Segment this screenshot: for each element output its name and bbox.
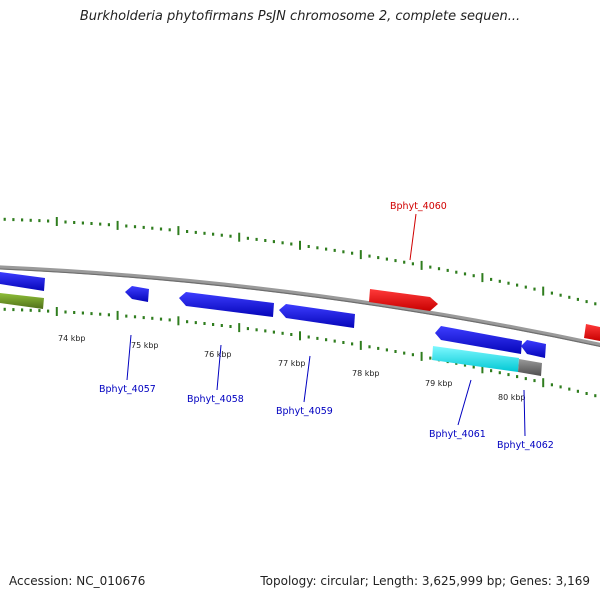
label-leaders <box>126 213 526 437</box>
scale-label: 80 kbp <box>498 393 526 402</box>
gene-arrow-bphyt-4059[interactable] <box>279 304 355 328</box>
gene-arrow-left-edge-top[interactable] <box>0 272 45 291</box>
scale-label: 77 kbp <box>278 359 306 368</box>
gene-label-bphyt-4060[interactable]: Bphyt_4060 <box>390 201 447 212</box>
scale-label: 78 kbp <box>352 369 380 378</box>
gene-label-bphyt-4058[interactable]: Bphyt_4058 <box>187 394 244 405</box>
accession-label: Accession: NC_010676 <box>9 574 146 588</box>
gene-labels: Bphyt_4057 Bphyt_4058 Bphyt_4059 Bphyt_4… <box>99 201 554 451</box>
gene-arrow-bphyt-4062[interactable] <box>521 340 546 358</box>
scale-label: 75 kbp <box>131 341 159 350</box>
genome-summary: Topology: circular; Length: 3,625,999 bp… <box>260 574 590 588</box>
chromosome-backbone <box>0 265 600 347</box>
gene-label-bphyt-4062[interactable]: Bphyt_4062 <box>497 440 554 451</box>
gene-track <box>0 272 600 376</box>
scale-labels: 74 kbp 75 kbp 76 kbp 77 kbp 78 kbp 79 kb… <box>58 334 526 402</box>
scale-label: 79 kbp <box>425 379 453 388</box>
gene-arrow-cyan[interactable] <box>432 346 519 372</box>
leader-bphyt-4062 <box>523 389 526 437</box>
gene-arrow-bphyt-4061[interactable] <box>435 326 522 354</box>
gene-arrow-right-edge-red[interactable] <box>584 324 600 341</box>
gene-label-bphyt-4061[interactable]: Bphyt_4061 <box>429 429 486 440</box>
gene-label-bphyt-4059[interactable]: Bphyt_4059 <box>276 406 333 417</box>
gene-arrow-bphyt-4058[interactable] <box>179 292 274 317</box>
gene-label-bphyt-4057[interactable]: Bphyt_4057 <box>99 384 156 395</box>
leader-bphyt-4061 <box>457 379 472 426</box>
gene-arrow-bphyt-4057[interactable] <box>125 286 149 302</box>
gene-arrow-gray[interactable] <box>518 359 542 376</box>
inner-tick-track <box>3 307 597 398</box>
scale-label: 74 kbp <box>58 334 86 343</box>
leader-bphyt-4057 <box>126 334 132 381</box>
leader-bphyt-4058 <box>216 344 222 391</box>
outer-tick-track <box>3 217 597 306</box>
gene-arrow-bphyt-4060[interactable] <box>369 289 438 311</box>
leader-bphyt-4059 <box>303 355 311 403</box>
map-title: Burkholderia phytofirmans PsJN chromosom… <box>79 9 521 24</box>
gene-arrow-left-edge-olive[interactable] <box>0 293 44 309</box>
scale-label: 76 kbp <box>204 350 232 359</box>
leader-bphyt-4060 <box>409 213 417 261</box>
chromosome-backbone-shade <box>0 268 600 347</box>
